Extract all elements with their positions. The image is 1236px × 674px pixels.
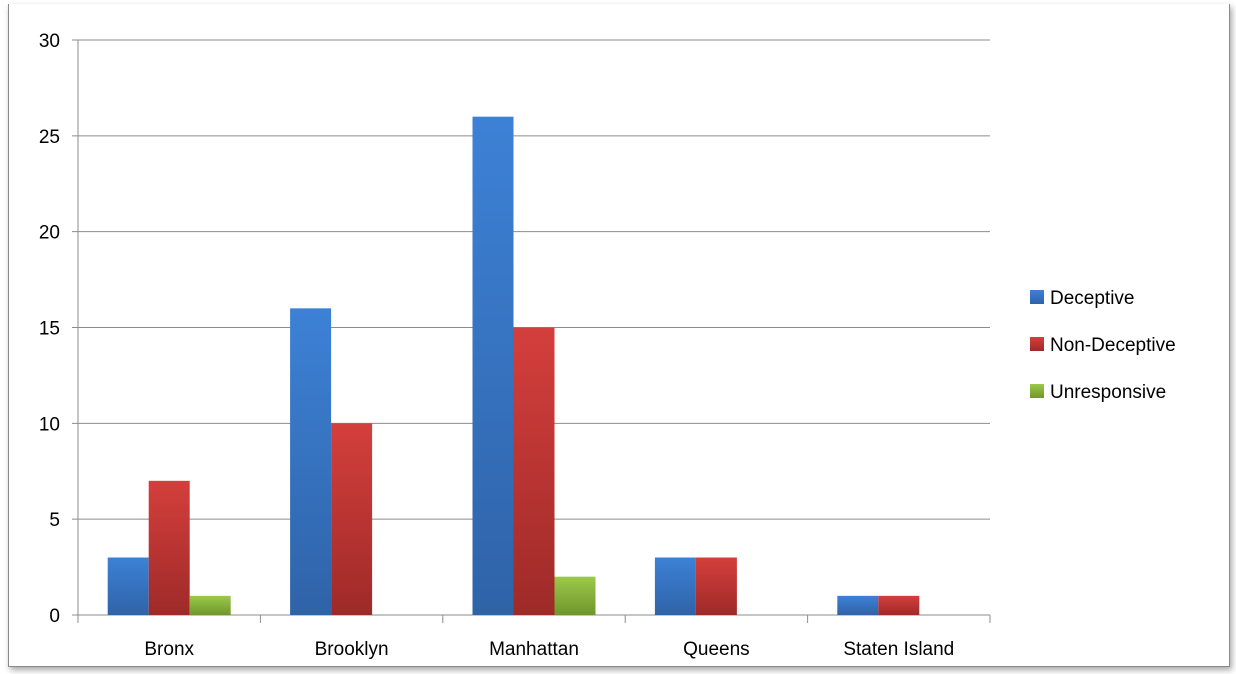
chart-frame — [8, 4, 1230, 667]
bar-deceptive-queens — [654, 557, 696, 615]
bar-non-deceptive-bronx — [148, 480, 190, 615]
y-tick-label: 25 — [39, 127, 60, 148]
bar-non-deceptive-manhattan — [513, 327, 555, 615]
bar-non-deceptive-queens — [695, 557, 737, 615]
y-tick-label: 15 — [39, 319, 60, 340]
bar-deceptive-manhattan — [472, 116, 514, 616]
y-tick-label: 20 — [39, 223, 60, 244]
bar-deceptive-staten-island — [837, 595, 879, 615]
y-tick-label: 30 — [39, 31, 60, 52]
y-tick-labels: 0 5 10 15 20 25 30 — [39, 31, 60, 627]
bar-unresponsive-bronx — [189, 595, 231, 615]
legend-label: Deceptive — [1050, 288, 1135, 309]
legend-label: Unresponsive — [1050, 382, 1166, 403]
bars — [107, 116, 920, 616]
legend-label: Non-Deceptive — [1050, 335, 1176, 356]
legend-swatch — [1030, 384, 1044, 398]
y-tick-label: 10 — [39, 414, 60, 435]
axes — [77, 40, 991, 623]
x-tick-label: Brooklyn — [315, 639, 389, 660]
x-tick-label: Manhattan — [489, 639, 579, 660]
x-tick-labels: Bronx Brooklyn Manhattan Queens Staten Islan… — [144, 639, 954, 660]
x-tick-label: Staten Island — [843, 639, 954, 660]
bar-unresponsive-manhattan — [554, 576, 596, 615]
y-tick-label: 5 — [49, 510, 60, 531]
x-tick-label: Bronx — [144, 639, 194, 660]
bar-non-deceptive-brooklyn — [331, 423, 373, 615]
legend: Deceptive Non-Deceptive Unresponsive — [1030, 288, 1176, 403]
legend-swatch — [1030, 337, 1044, 351]
bar-deceptive-brooklyn — [290, 308, 332, 615]
bar-deceptive-bronx — [107, 557, 149, 615]
bar-non-deceptive-staten-island — [878, 595, 920, 615]
y-tick-label: 0 — [49, 606, 60, 627]
x-tick-label: Queens — [683, 639, 750, 660]
legend-swatch — [1030, 290, 1044, 304]
